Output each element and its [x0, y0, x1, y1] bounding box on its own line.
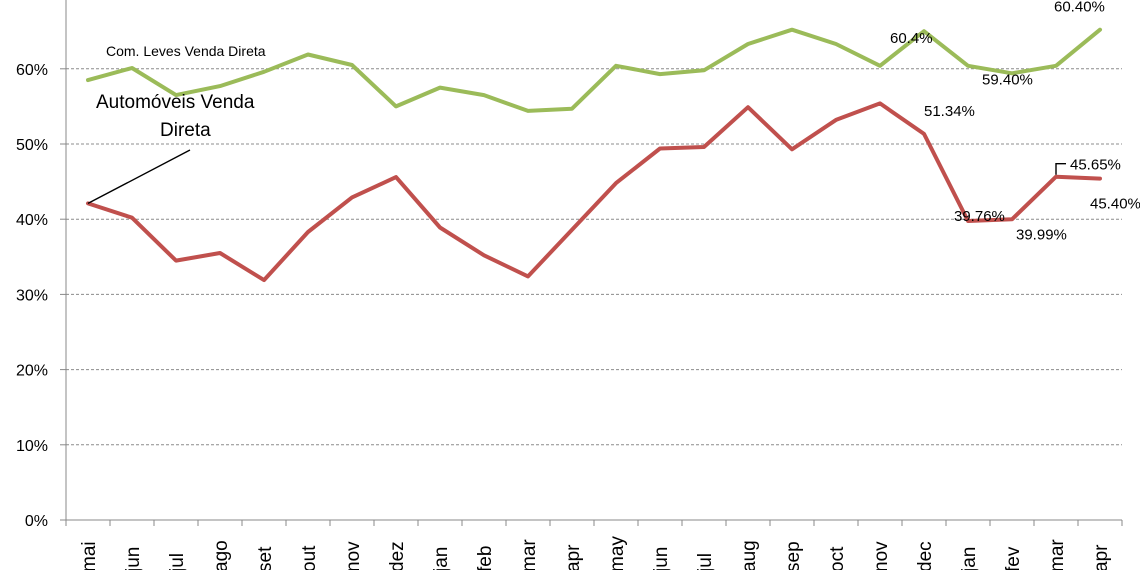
x-tick-label: out [299, 545, 320, 570]
x-tick-label: dec [915, 541, 936, 570]
y-axis-tick-labels: 0% 10% 20% 30% 40% 50% 60% [16, 62, 48, 530]
x-tick-label: fev [1003, 546, 1024, 570]
y-tick-label: 30% [16, 287, 48, 304]
series-line-automoveis [86, 101, 1102, 283]
gridlines [66, 68, 1122, 446]
x-tick-label: apr [1091, 544, 1112, 570]
x-tick-label: oct [827, 546, 848, 570]
x-tick-label: jul [167, 553, 188, 570]
x-tick-label: jun [123, 547, 144, 570]
y-tick-label: 20% [16, 363, 48, 380]
annotation-leader-line [87, 149, 191, 205]
x-tick-label: mar [519, 539, 540, 570]
y-tick-label: 10% [16, 438, 48, 455]
data-label: 45.65% [1070, 157, 1121, 174]
x-tick-label: feb [475, 546, 496, 570]
series-line-com-leves [86, 27, 1102, 113]
data-label: 59.40% [982, 71, 1033, 88]
x-tick-label: dez [387, 541, 408, 570]
axes [60, 0, 1123, 526]
x-tick-label: mar [1047, 539, 1068, 570]
x-tick-label: jun [651, 547, 672, 570]
x-tick-label: may [607, 536, 628, 570]
annotation-automoveis-line-1: Automóveis Venda [96, 92, 255, 113]
data-label: 60.4% [890, 30, 933, 47]
y-tick-label: 50% [16, 137, 48, 154]
x-tick-label: set [255, 546, 276, 570]
x-tick-label: jan [431, 547, 452, 570]
x-tick-label: apr [563, 544, 584, 570]
x-tick-label: ago [211, 540, 232, 570]
x-axis-tick-labels: mai jun jul ago set out nov dez jan feb mar apr may j… [79, 536, 1112, 570]
data-labels: 60.4% 59.40% 60.40% 51.34% 39.76% 39.99% 45.65… [890, 0, 1140, 243]
x-tick-label: jan [959, 547, 980, 570]
x-tick-label: nov [343, 541, 364, 570]
x-tick-label: jul [695, 553, 716, 570]
annotation-automoveis-line-2: Direta [160, 120, 211, 141]
data-label: 39.76% [954, 208, 1005, 225]
data-label: 51.34% [924, 103, 975, 120]
x-tick-label: sep [783, 541, 804, 570]
y-tick-label: 0% [25, 513, 48, 530]
x-tick-label: mai [79, 541, 100, 570]
data-label: 45.40% [1090, 196, 1140, 213]
y-tick-label: 60% [16, 62, 48, 79]
data-label: 39.99% [1016, 226, 1067, 243]
y-tick-label: 40% [16, 212, 48, 229]
series-lines [86, 27, 1102, 283]
annotation-com-leves: Com. Leves Venda Direta [106, 43, 266, 59]
annotations: Com. Leves Venda Direta Automóveis Venda D… [87, 43, 266, 205]
data-label-leader [1055, 163, 1066, 175]
data-label: 60.40% [1054, 0, 1105, 16]
x-tick-label: aug [739, 540, 760, 570]
x-tick-label: nov [871, 541, 892, 570]
